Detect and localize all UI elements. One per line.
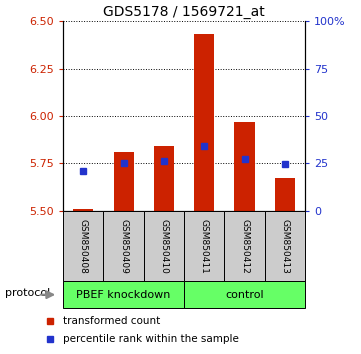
- Bar: [184, 211, 225, 281]
- Bar: [114, 152, 134, 211]
- Text: transformed count: transformed count: [63, 316, 161, 326]
- Bar: [104, 211, 144, 281]
- Bar: [184, 281, 305, 308]
- Text: GSM850412: GSM850412: [240, 219, 249, 273]
- Title: GDS5178 / 1569721_at: GDS5178 / 1569721_at: [103, 5, 265, 19]
- Bar: [225, 211, 265, 281]
- Text: GSM850409: GSM850409: [119, 218, 128, 274]
- Text: PBEF knockdown: PBEF knockdown: [77, 290, 171, 300]
- Text: protocol: protocol: [5, 289, 50, 298]
- Bar: [194, 34, 214, 211]
- Bar: [73, 209, 93, 211]
- Text: GSM850410: GSM850410: [160, 218, 169, 274]
- Bar: [63, 281, 184, 308]
- Text: GSM850411: GSM850411: [200, 218, 209, 274]
- Bar: [275, 178, 295, 211]
- Bar: [144, 211, 184, 281]
- Bar: [154, 146, 174, 211]
- Bar: [63, 211, 104, 281]
- Bar: [265, 211, 305, 281]
- Text: GSM850408: GSM850408: [79, 218, 88, 274]
- Bar: [235, 122, 255, 211]
- Text: control: control: [225, 290, 264, 300]
- Text: percentile rank within the sample: percentile rank within the sample: [63, 334, 239, 344]
- Text: GSM850413: GSM850413: [280, 218, 290, 274]
